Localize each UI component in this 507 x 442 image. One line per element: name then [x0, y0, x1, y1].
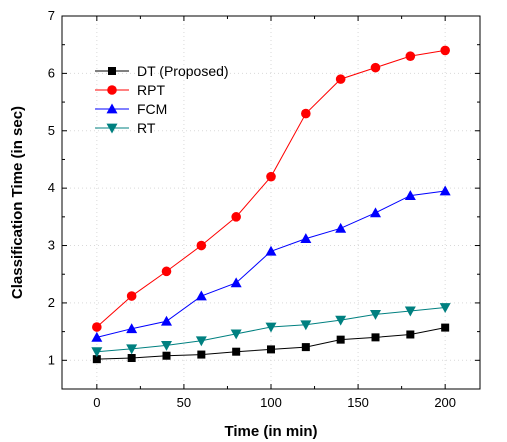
data-point: [370, 207, 381, 218]
data-point: [370, 310, 381, 320]
x-tick-label: 0: [93, 395, 100, 410]
y-tick-label: 4: [48, 180, 55, 195]
y-tick-label: 6: [48, 65, 55, 80]
data-point: [196, 240, 207, 251]
y-tick-label: 7: [48, 8, 55, 23]
data-point: [301, 343, 310, 352]
data-point: [404, 306, 416, 317]
legend-item: DT (Proposed): [95, 63, 229, 79]
data-point: [195, 336, 207, 347]
x-axis-title: Time (in min): [224, 423, 317, 440]
series-rt: [91, 303, 451, 358]
data-point: [126, 291, 137, 301]
legend-item: RPT: [95, 82, 165, 98]
data-point: [195, 290, 207, 301]
x-tick-label: 100: [260, 395, 282, 410]
series-dt-proposed: [92, 323, 450, 364]
data-point: [126, 323, 138, 334]
data-point: [91, 347, 103, 358]
legend-marker: [108, 67, 116, 75]
legend: DT (Proposed) RPT FCM RT: [95, 63, 229, 136]
legend-marker: [106, 123, 118, 134]
data-point: [162, 351, 171, 360]
series-layer: [91, 45, 451, 364]
data-point: [127, 354, 136, 363]
data-point: [440, 45, 450, 56]
legend-item: RT: [95, 120, 156, 136]
data-point: [441, 323, 450, 332]
data-point: [265, 322, 277, 333]
data-point: [230, 329, 242, 340]
data-point: [126, 344, 138, 355]
data-point: [300, 320, 312, 331]
x-tick-label: 150: [347, 395, 369, 410]
legend-item: FCM: [95, 101, 167, 117]
data-point: [231, 212, 241, 222]
legend-marker: [106, 103, 118, 114]
legend-label: FCM: [137, 101, 167, 117]
data-point: [301, 108, 311, 119]
data-point: [300, 233, 312, 244]
data-point: [161, 315, 172, 326]
data-point: [92, 355, 101, 364]
y-tick-label: 1: [48, 352, 55, 367]
data-point: [439, 303, 451, 314]
legend-label: RPT: [137, 82, 165, 98]
data-point: [232, 347, 241, 356]
data-point: [265, 245, 277, 256]
data-point: [406, 330, 415, 339]
x-tick-label: 50: [177, 395, 191, 410]
y-tick-label: 3: [48, 238, 55, 253]
data-point: [370, 62, 381, 73]
y-tick-label: 5: [48, 123, 55, 138]
data-point: [336, 335, 345, 344]
axes: 1 2 3 4 5 6 7 0 50 100 150 200: [48, 8, 480, 410]
legend-label: DT (Proposed): [137, 63, 229, 79]
data-point: [405, 51, 416, 61]
data-point: [197, 350, 206, 359]
data-point: [404, 190, 416, 201]
series-rpt: [92, 45, 450, 332]
data-point: [335, 222, 347, 233]
data-point: [371, 333, 380, 342]
data-point: [335, 74, 346, 84]
series-fcm: [91, 185, 451, 342]
y-tick-label: 2: [48, 295, 55, 310]
data-point: [161, 340, 172, 351]
data-point: [266, 171, 276, 182]
data-point: [267, 345, 275, 354]
data-point: [335, 315, 347, 326]
data-point: [92, 322, 102, 332]
legend-label: RT: [137, 120, 156, 136]
legend-marker: [107, 85, 117, 95]
data-point: [439, 185, 451, 196]
x-tick-label: 200: [434, 395, 456, 410]
data-point: [230, 277, 242, 288]
data-point: [91, 331, 103, 342]
y-axis-title: Classification Time (in sec): [9, 106, 26, 299]
data-point: [161, 266, 172, 277]
